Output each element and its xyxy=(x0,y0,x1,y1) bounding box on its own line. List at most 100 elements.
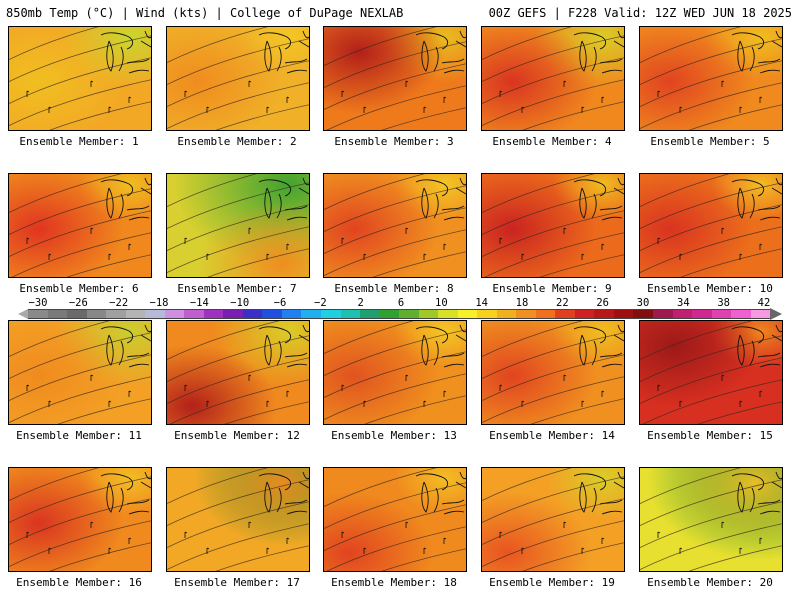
height-contour xyxy=(640,27,741,64)
height-contour xyxy=(680,248,782,277)
colorbar-tick-label: −2 xyxy=(314,297,327,309)
great-lakes-outline xyxy=(100,324,151,368)
great-lakes-outline xyxy=(415,177,466,221)
great-lakes-outline xyxy=(258,177,309,221)
height-contour xyxy=(167,204,309,252)
wind-barb xyxy=(563,521,567,528)
height-contour xyxy=(640,82,782,130)
great-lakes-outline xyxy=(731,30,782,74)
wind-barb xyxy=(184,237,188,244)
wind-barb xyxy=(248,521,252,528)
colorbar-swatch xyxy=(67,310,87,318)
wind-barb xyxy=(443,243,447,250)
great-lakes-outline xyxy=(415,324,466,368)
height-contour xyxy=(640,468,741,505)
height-contour xyxy=(482,79,624,127)
warm-air-region xyxy=(167,27,309,130)
height-contour xyxy=(167,523,309,571)
height-contour xyxy=(167,357,309,405)
wind-barb xyxy=(128,243,132,250)
height-contour xyxy=(215,545,309,571)
wind-barb xyxy=(405,80,409,87)
wind-barb xyxy=(48,400,52,407)
height-contour xyxy=(11,232,151,277)
height-contour xyxy=(167,226,309,274)
wind-barb xyxy=(679,547,683,554)
height-contour xyxy=(9,174,122,214)
ensemble-panel xyxy=(166,320,310,425)
height-contour xyxy=(324,63,466,111)
ensemble-member-label: Ensemble Member: 17 xyxy=(174,576,300,589)
height-contour xyxy=(522,542,624,571)
height-contour xyxy=(640,479,782,527)
ensemble-panel xyxy=(166,467,310,572)
colorbar-tick-label: 2 xyxy=(357,297,364,309)
wind-barb xyxy=(363,400,367,407)
colorbar-tick-label: −10 xyxy=(230,297,250,309)
ensemble-member-label: Ensemble Member: 15 xyxy=(647,429,773,442)
temperature-map xyxy=(482,321,624,424)
wind-barb xyxy=(499,531,503,538)
colorbar-swatch xyxy=(262,310,282,318)
ensemble-member-label: Ensemble Member: 20 xyxy=(647,576,773,589)
ensemble-member-label: Ensemble Member: 6 xyxy=(19,282,139,295)
height-contour xyxy=(640,335,782,383)
great-lakes-outline xyxy=(258,324,309,368)
height-contour xyxy=(640,357,782,405)
wind-barb xyxy=(739,253,743,260)
ensemble-panel xyxy=(166,26,310,131)
ensemble-member-label: Ensemble Member: 1 xyxy=(19,135,139,148)
wind-barb xyxy=(184,90,188,97)
wind-barb xyxy=(759,390,763,397)
warm-air-region xyxy=(482,468,624,571)
wind-barb xyxy=(341,237,345,244)
ensemble-member-label: Ensemble Member: 4 xyxy=(492,135,612,148)
temperature-map xyxy=(324,468,466,571)
colorbar-swatch xyxy=(574,310,595,318)
wind-barb xyxy=(679,400,683,407)
ensemble-member-label: Ensemble Member: 14 xyxy=(489,429,615,442)
height-contour xyxy=(688,104,782,130)
colorbar-tick-label: 42 xyxy=(757,297,771,309)
wind-barb xyxy=(657,237,661,244)
height-contour xyxy=(640,204,782,252)
wind-barb xyxy=(286,390,290,397)
wind-barb xyxy=(521,400,525,407)
height-contour xyxy=(642,379,782,424)
ensemble-panel xyxy=(166,173,310,278)
height-contour xyxy=(324,321,414,355)
wind-barb xyxy=(657,90,661,97)
height-contour xyxy=(9,35,151,83)
height-contour xyxy=(9,27,99,61)
wind-barb xyxy=(248,80,252,87)
height-contour xyxy=(522,101,624,130)
colorbar-swatch xyxy=(418,310,439,318)
colorbar-tick-label: 26 xyxy=(596,297,609,309)
ensemble-panel xyxy=(481,26,625,131)
height-contour xyxy=(482,476,624,524)
wind-barb xyxy=(443,96,447,103)
wind-barb xyxy=(563,80,567,87)
wind-barb xyxy=(48,106,52,113)
wind-barb xyxy=(206,400,210,407)
wind-barb xyxy=(405,521,409,528)
colorbar-tick-label: 22 xyxy=(556,297,569,309)
height-contour xyxy=(688,545,782,571)
colorbar-tick-label: −6 xyxy=(273,297,287,309)
wind-barb xyxy=(128,390,132,397)
wind-barb xyxy=(679,253,683,260)
height-contour xyxy=(167,479,309,527)
colorbar-ticks: −30 −26 −22 −18 −14 −10 −6 −2 2 6 10 14 18 22 26 30 34 38… xyxy=(0,297,800,309)
warm-air-region xyxy=(9,468,151,571)
wind-barb xyxy=(108,106,112,113)
colorbar-swatch xyxy=(223,310,243,318)
height-contour xyxy=(9,354,151,402)
colorbar-swatch xyxy=(672,310,693,318)
colorbar-swatch xyxy=(28,310,48,318)
warm-air-region xyxy=(640,468,782,571)
ensemble-panel xyxy=(481,467,625,572)
colorbar-swatch xyxy=(653,310,673,318)
temperature-map xyxy=(167,174,309,277)
wind-barb xyxy=(581,400,585,407)
wind-barb xyxy=(739,106,743,113)
